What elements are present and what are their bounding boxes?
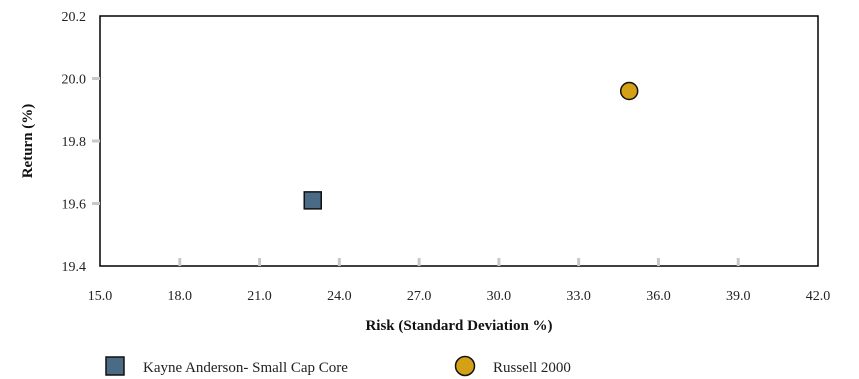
y-tick-label: 19.4 — [62, 260, 87, 275]
legend-label: Kayne Anderson- Small Cap Core — [143, 360, 348, 376]
x-tick-label: 36.0 — [646, 289, 671, 304]
x-tick-label: 33.0 — [566, 289, 591, 304]
legend-item-kayne-anderson: Kayne Anderson- Small Cap Core — [105, 356, 348, 376]
x-tick-label: 18.0 — [168, 289, 193, 304]
x-tick-label: 24.0 — [327, 289, 352, 304]
legend-circle-marker — [454, 355, 476, 377]
y-axis-ticks: 19.4 19.6 19.8 20.0 20.2 — [62, 10, 100, 275]
point-kayne-anderson — [303, 191, 322, 210]
point-russell-2000 — [619, 81, 639, 101]
x-tick-label: 21.0 — [247, 289, 272, 304]
y-tick-label: 19.6 — [62, 198, 87, 213]
x-tick-label: 30.0 — [487, 289, 512, 304]
x-tick-label: 27.0 — [407, 289, 432, 304]
legend: Kayne Anderson- Small Cap Core Russell 2… — [105, 355, 571, 377]
data-points — [303, 81, 639, 210]
legend-square-marker — [105, 356, 125, 376]
x-tick-label: 15.0 — [88, 289, 113, 304]
x-axis-ticks: 15.0 18.0 21.0 24.0 27.0 30.0 33.0 36.0 39.0 42.0 — [88, 258, 831, 304]
x-tick-label: 42.0 — [806, 289, 831, 304]
y-axis-title: Return (%) — [20, 104, 36, 179]
plot-frame — [99, 15, 819, 267]
legend-item-russell-2000: Russell 2000 — [454, 355, 571, 377]
legend-label: Russell 2000 — [493, 360, 571, 376]
x-axis-title: Risk (Standard Deviation %) — [365, 318, 552, 334]
y-tick-label: 20.0 — [62, 73, 87, 88]
y-tick-label: 19.8 — [62, 135, 87, 150]
y-tick-label: 20.2 — [62, 10, 87, 25]
x-tick-label: 39.0 — [726, 289, 751, 304]
